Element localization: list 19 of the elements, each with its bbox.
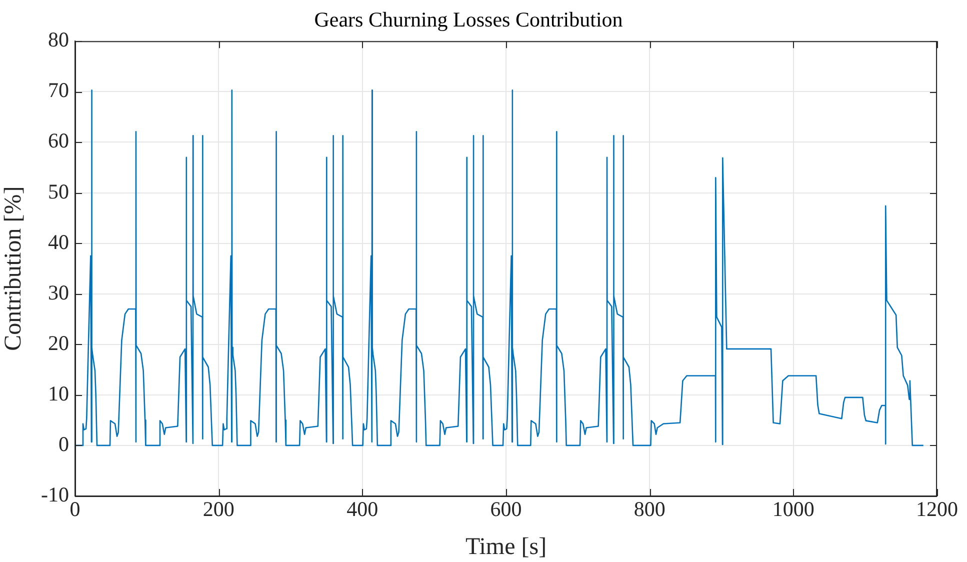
y-tick-label: 10 [48,381,69,406]
chart-title: Gears Churning Losses Contribution [314,8,624,32]
y-tick-label: 40 [48,230,69,254]
x-axis-title: Time [s] [465,534,547,560]
y-tick-label: 50 [48,179,69,204]
y-tick-label: 30 [48,280,69,304]
y-tick-label: 60 [48,128,69,153]
y-tick-label: 20 [48,330,69,355]
x-tick-label: 1000 [772,497,814,522]
x-tick-label: 400 [346,497,378,522]
x-tick-label: 600 [490,497,522,522]
y-tick-label: -10 [41,482,69,507]
x-tick-label: 200 [202,497,234,522]
x-tick-label: 1200 [916,497,958,522]
y-tick-label: 70 [48,78,69,102]
x-tick-label: 800 [634,497,666,522]
y-tick-label: 80 [48,28,69,52]
y-axis-title: Contribution [%] [0,186,27,351]
y-tick-label: 0 [58,432,69,456]
